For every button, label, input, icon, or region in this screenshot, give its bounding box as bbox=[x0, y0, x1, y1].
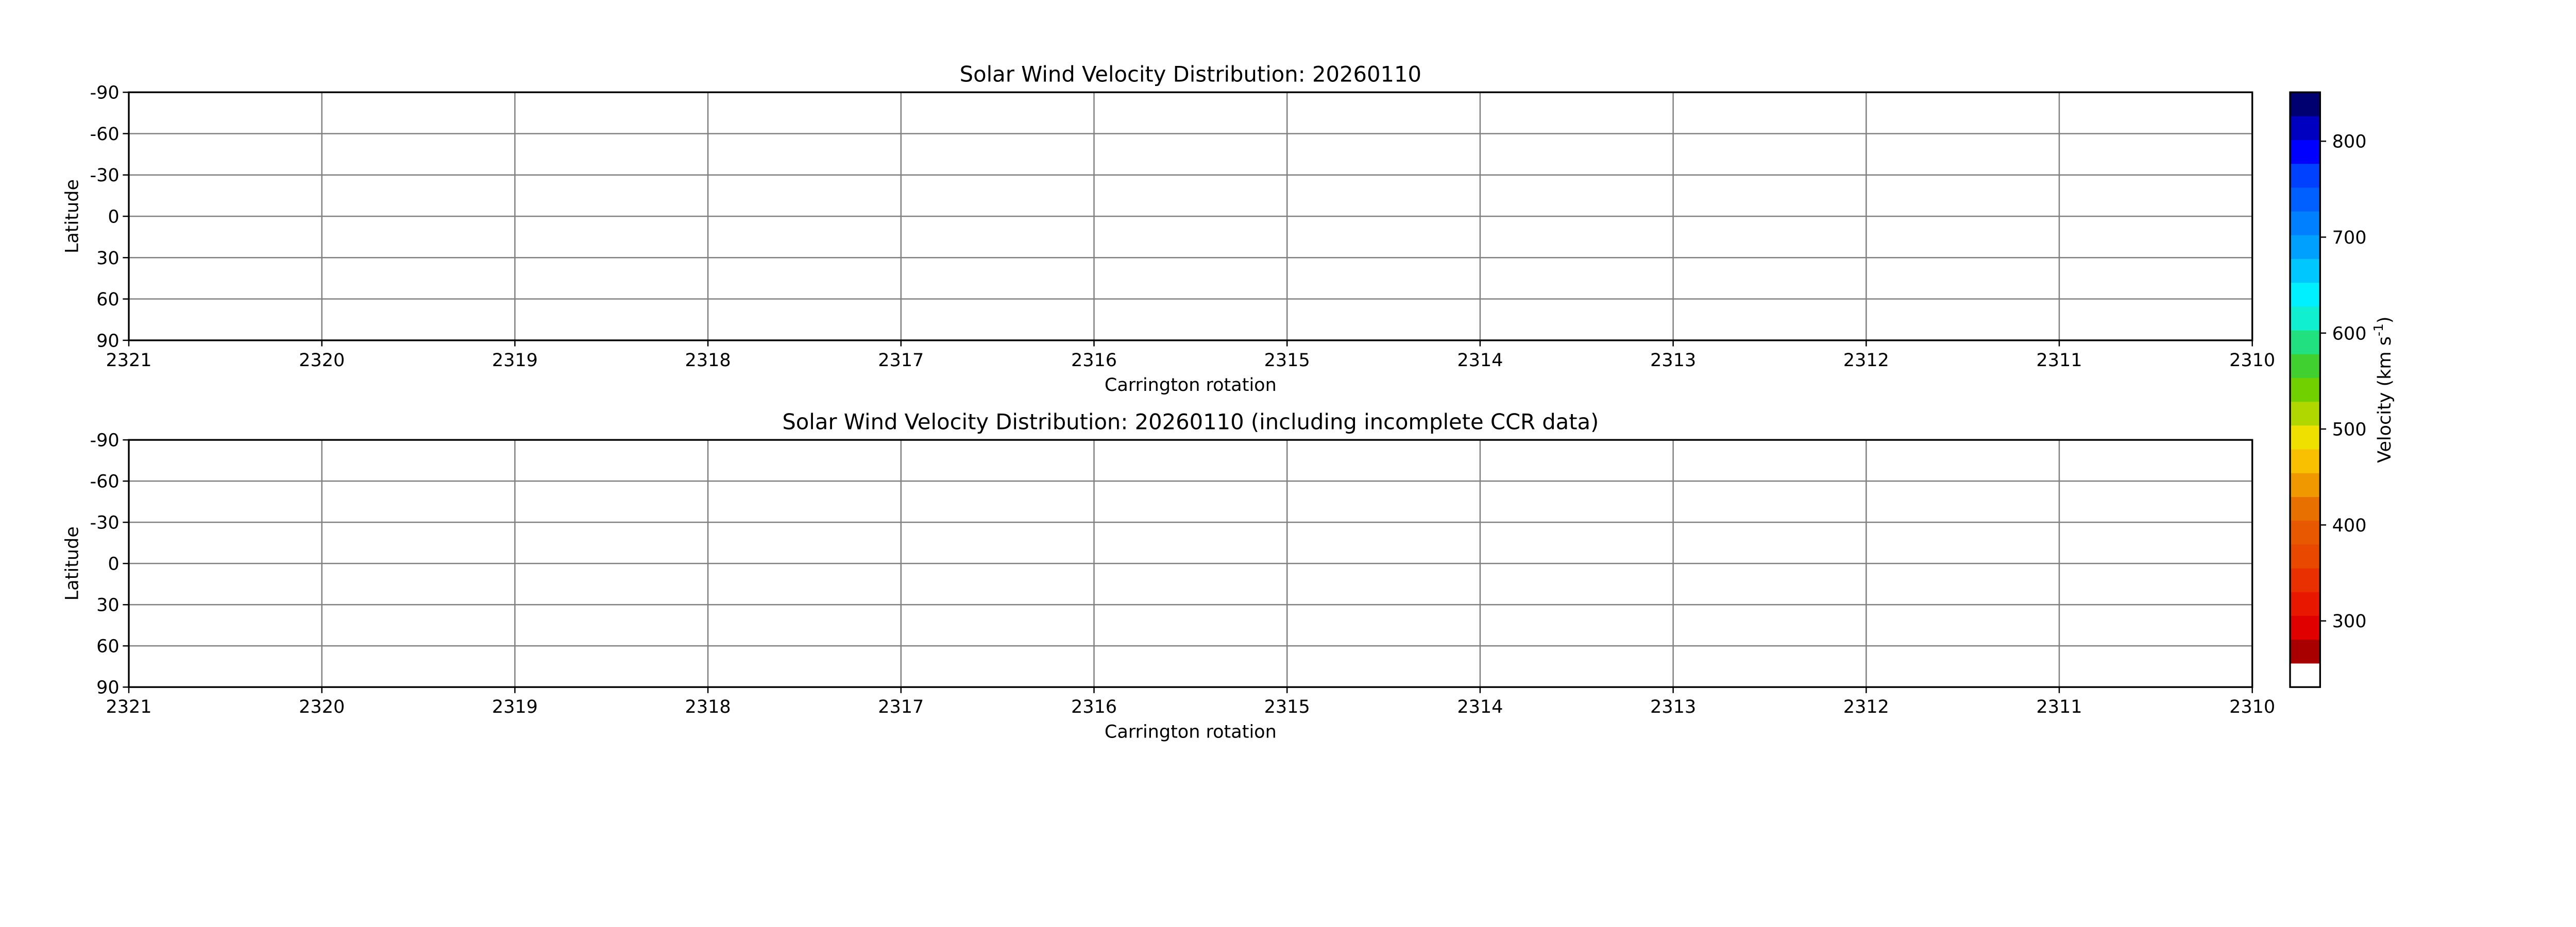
colorbar-tick-label: 500 bbox=[2332, 420, 2367, 440]
colorbar-tick-label: 400 bbox=[2332, 516, 2367, 536]
colorbar-frame bbox=[2289, 91, 2321, 688]
y-tick-label: 60 bbox=[96, 289, 120, 310]
y-tick-label: -60 bbox=[90, 472, 119, 492]
y-tick-label: 90 bbox=[96, 678, 120, 698]
x-tick-label: 2319 bbox=[492, 350, 538, 371]
colorbar-band bbox=[2290, 425, 2320, 450]
y-axis-label: Latitude bbox=[62, 179, 83, 253]
x-tick-label: 2313 bbox=[1650, 350, 1696, 371]
colorbar-band bbox=[2290, 259, 2320, 283]
colorbar-band bbox=[2290, 140, 2320, 164]
colorbar-band bbox=[2290, 520, 2320, 545]
y-tick-label: 0 bbox=[108, 554, 119, 575]
chart-title: Solar Wind Velocity Distribution: 202601… bbox=[782, 409, 1599, 434]
x-tick-label: 2320 bbox=[299, 697, 345, 717]
colorbar-band bbox=[2290, 330, 2320, 354]
colorbar-band bbox=[2290, 211, 2320, 235]
y-axis-label: Latitude bbox=[62, 526, 83, 600]
colorbar-band bbox=[2290, 282, 2320, 307]
colorbar-tick-label: 600 bbox=[2332, 323, 2367, 344]
panels: 2321 2320 2319 2318 2317 2316 2315 2314 2313 2312… bbox=[62, 61, 2276, 742]
plot-frame bbox=[128, 439, 2253, 688]
colorbar-band bbox=[2290, 116, 2320, 140]
colorbar-label-end: ) bbox=[2375, 316, 2395, 323]
x-tick-label: 2317 bbox=[878, 697, 924, 717]
y-tick-label: -30 bbox=[90, 165, 119, 186]
y-tick-label: -60 bbox=[90, 124, 119, 145]
panel-2: 2321 2320 2319 2318 2317 2316 2315 2314 2313 2312… bbox=[62, 409, 2276, 742]
x-tick-label: 2310 bbox=[2229, 697, 2275, 717]
colorbar-band bbox=[2290, 306, 2320, 331]
colorbar-band bbox=[2290, 473, 2320, 497]
colorbar-band bbox=[2290, 663, 2320, 688]
colorbar-band bbox=[2290, 377, 2320, 402]
colorbar-label: Velocity (km s-1) bbox=[2371, 316, 2395, 462]
x-tick-label: 2316 bbox=[1071, 697, 1117, 717]
colorbar-tick-label: 800 bbox=[2332, 132, 2367, 152]
x-tick-label: 2314 bbox=[1457, 697, 1503, 717]
figure: 2321 2320 2319 2318 2317 2316 2315 2314 2313 2312… bbox=[62, 61, 2395, 742]
colorbar-band bbox=[2290, 92, 2320, 116]
colorbar-band bbox=[2290, 639, 2320, 664]
x-tick-label: 2320 bbox=[299, 350, 345, 371]
x-tick-label: 2317 bbox=[878, 350, 924, 371]
colorbar-band bbox=[2290, 496, 2320, 521]
colorbar-band bbox=[2290, 544, 2320, 569]
x-tick-label: 2318 bbox=[685, 697, 731, 717]
plot-frame bbox=[128, 91, 2253, 341]
colorbar-band bbox=[2290, 354, 2320, 378]
colorbar: 300 400 500 600 700 800 Velocity (km s-1) bbox=[2289, 91, 2395, 688]
x-tick-label: 2314 bbox=[1457, 350, 1503, 371]
colorbar-tick-label: 700 bbox=[2332, 228, 2367, 248]
x-tick-label: 2315 bbox=[1264, 697, 1310, 717]
y-tick-label: -90 bbox=[90, 431, 119, 451]
colorbar-label-superscript: -1 bbox=[2371, 323, 2386, 336]
x-tick-label: 2319 bbox=[492, 697, 538, 717]
x-axis-label: Carrington rotation bbox=[1105, 722, 1277, 743]
colorbar-label-main: Velocity (km s bbox=[2375, 336, 2395, 463]
y-tick-label: -90 bbox=[90, 83, 119, 104]
chart-title: Solar Wind Velocity Distribution: 202601… bbox=[960, 61, 1421, 87]
y-tick-label: 60 bbox=[96, 637, 120, 657]
x-tick-label: 2321 bbox=[106, 350, 151, 371]
x-tick-label: 2316 bbox=[1071, 350, 1117, 371]
x-tick-label: 2312 bbox=[1843, 697, 1889, 717]
x-tick-label: 2311 bbox=[2036, 697, 2082, 717]
y-tick-label: 0 bbox=[108, 207, 119, 228]
x-tick-label: 2318 bbox=[685, 350, 731, 371]
x-tick-label: 2321 bbox=[106, 697, 151, 717]
y-tick-label: 90 bbox=[96, 331, 120, 351]
x-axis-label: Carrington rotation bbox=[1105, 375, 1277, 396]
y-tick-label: -30 bbox=[90, 513, 119, 534]
panel-1: 2321 2320 2319 2318 2317 2316 2315 2314 2313 2312… bbox=[62, 61, 2276, 396]
colorbar-band bbox=[2290, 615, 2320, 640]
colorbar-band bbox=[2290, 187, 2320, 212]
colorbar-band bbox=[2290, 568, 2320, 592]
colorbar-tick-label: 300 bbox=[2332, 611, 2367, 632]
colorbar-band bbox=[2290, 235, 2320, 259]
colorbar-band bbox=[2290, 401, 2320, 426]
x-tick-label: 2310 bbox=[2229, 350, 2275, 371]
x-tick-label: 2312 bbox=[1843, 350, 1889, 371]
colorbar-band bbox=[2290, 592, 2320, 616]
colorbar-band bbox=[2290, 163, 2320, 188]
colorbar-band bbox=[2290, 449, 2320, 473]
x-tick-label: 2311 bbox=[2036, 350, 2082, 371]
x-tick-label: 2313 bbox=[1650, 697, 1696, 717]
y-tick-label: 30 bbox=[96, 248, 120, 269]
y-tick-label: 30 bbox=[96, 595, 120, 616]
x-tick-label: 2315 bbox=[1264, 350, 1310, 371]
